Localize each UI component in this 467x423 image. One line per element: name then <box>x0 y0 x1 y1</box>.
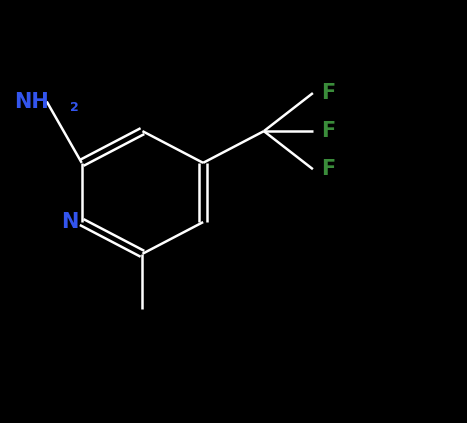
Text: 2: 2 <box>71 102 79 114</box>
Text: F: F <box>321 83 336 103</box>
Text: F: F <box>321 121 336 141</box>
Text: N: N <box>61 212 79 232</box>
Text: F: F <box>321 159 336 179</box>
Text: NH: NH <box>14 91 49 112</box>
